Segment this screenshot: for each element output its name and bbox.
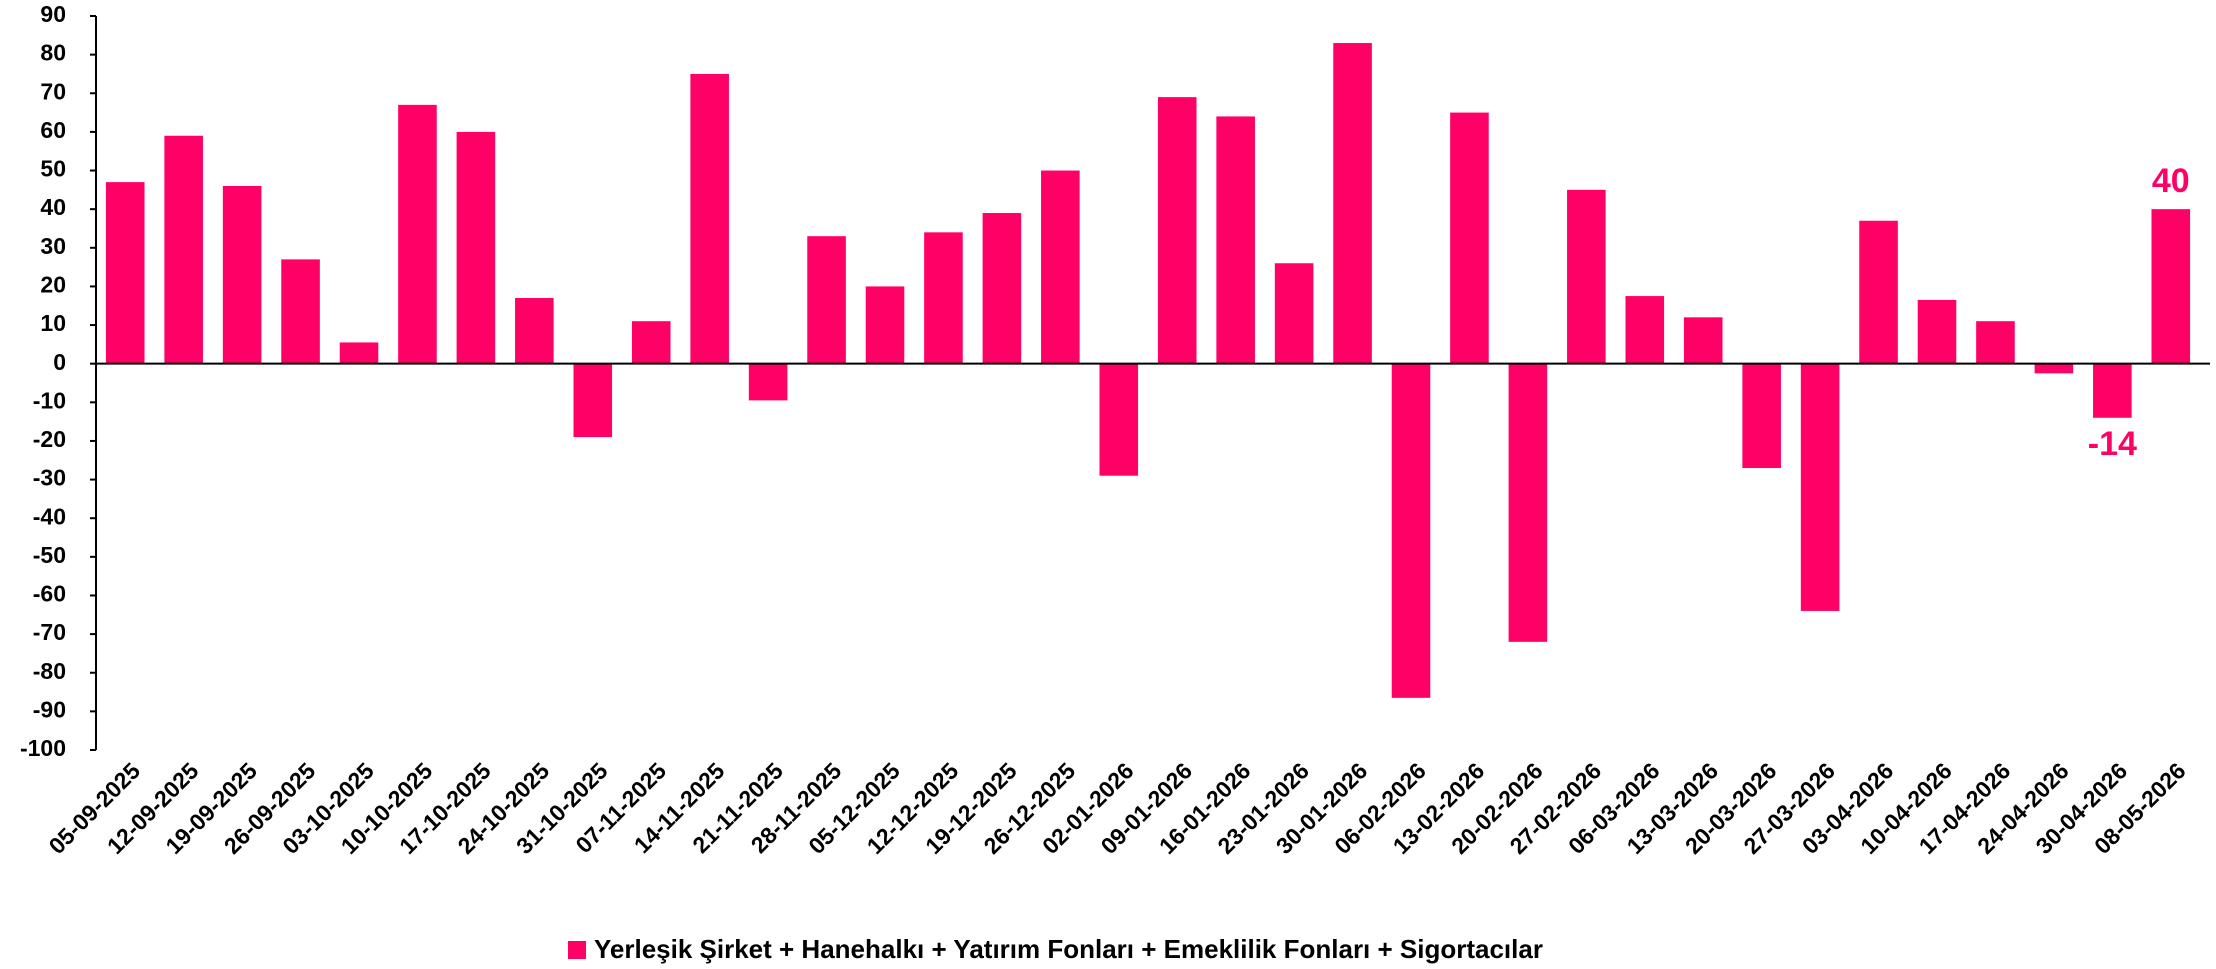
bar: [924, 232, 963, 364]
y-tick-label: 50: [40, 156, 66, 182]
bar: [515, 298, 554, 364]
bar: [807, 236, 846, 364]
bar: [1274, 263, 1314, 364]
y-tick-label: -80: [33, 658, 66, 684]
bar: [1333, 43, 1372, 364]
bar: [1859, 220, 1898, 364]
bar: [2093, 363, 2132, 418]
bar: [1450, 112, 1489, 364]
y-tick-label: -50: [33, 542, 66, 568]
bar: [2034, 363, 2074, 374]
bar: [631, 321, 671, 364]
bar: [1800, 363, 1840, 611]
y-tick-label: -90: [33, 696, 66, 722]
y-tick-label: 30: [40, 233, 66, 259]
bar: [164, 135, 203, 364]
bar: [1099, 363, 1139, 476]
y-tick-label: -10: [33, 387, 66, 413]
bar: [690, 73, 729, 364]
bar: [398, 104, 437, 364]
bar: [1391, 363, 1431, 698]
y-tick-label: -100: [20, 735, 66, 761]
bar: [2151, 209, 2191, 364]
y-tick-label: 80: [40, 40, 66, 66]
bar: [573, 363, 613, 438]
y-tick-label: -40: [33, 503, 66, 529]
bar: [281, 259, 320, 364]
bar: [1041, 170, 1080, 364]
bar: [1216, 116, 1255, 364]
bar: [1157, 97, 1197, 364]
bar: [1508, 363, 1548, 642]
bar: [1567, 189, 1606, 364]
bar: [1742, 363, 1781, 468]
data-label: -14: [2088, 425, 2137, 463]
bar: [748, 363, 788, 401]
legend-label: Yerleşik Şirket + Hanehalkı + Yatırım Fo…: [594, 934, 1543, 964]
bar: [1976, 321, 2015, 364]
y-tick-label: 60: [40, 117, 66, 143]
y-tick-label: 40: [40, 194, 66, 220]
y-tick-label: -30: [33, 465, 66, 491]
bar: [1625, 296, 1665, 364]
data-label: 40: [2152, 162, 2190, 200]
y-tick-label: 90: [40, 1, 66, 27]
y-tick-label: 0: [53, 349, 66, 375]
bar: [105, 182, 145, 364]
bar: [1683, 317, 1723, 364]
legend-swatch: [568, 941, 586, 959]
y-tick-label: -60: [33, 581, 66, 607]
bar: [222, 185, 262, 364]
bar: [865, 286, 905, 364]
bar: [339, 342, 379, 364]
y-tick-label: 70: [40, 78, 66, 104]
y-tick-label: -20: [33, 426, 66, 452]
y-tick-label: 20: [40, 271, 66, 297]
bar: [1917, 299, 1957, 364]
bar: [456, 131, 496, 364]
y-tick-label: -70: [33, 619, 66, 645]
y-tick-label: 10: [40, 310, 66, 336]
bar: [982, 213, 1022, 364]
